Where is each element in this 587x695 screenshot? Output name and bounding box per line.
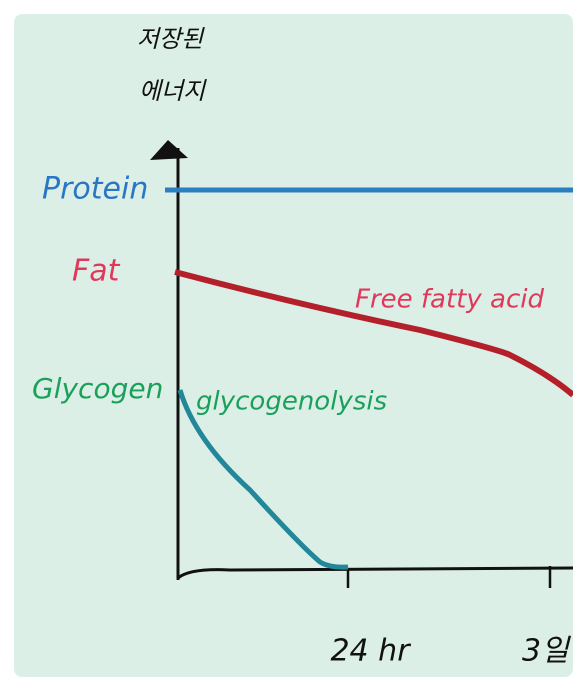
x-axis: [177, 566, 573, 580]
y-axis-label: 저장된: [137, 25, 205, 53]
glycogen-line: [177, 389, 349, 570]
y-axis-arrow: [150, 140, 188, 160]
protein-label: Protein: [42, 172, 148, 207]
y-axis-label: 에너지: [139, 77, 207, 105]
x-tick-label: 24 hr: [330, 634, 411, 669]
glycogenolysis-label: glycogenolysis: [196, 387, 387, 417]
card: [14, 14, 573, 677]
fat-label: Fat: [72, 254, 121, 289]
glycogen-label: Glycogen: [32, 372, 163, 405]
free-fatty-acid-label: Free fatty acid: [355, 285, 544, 315]
fat-line: [174, 269, 573, 398]
x-tick-label: 3일: [522, 634, 571, 669]
